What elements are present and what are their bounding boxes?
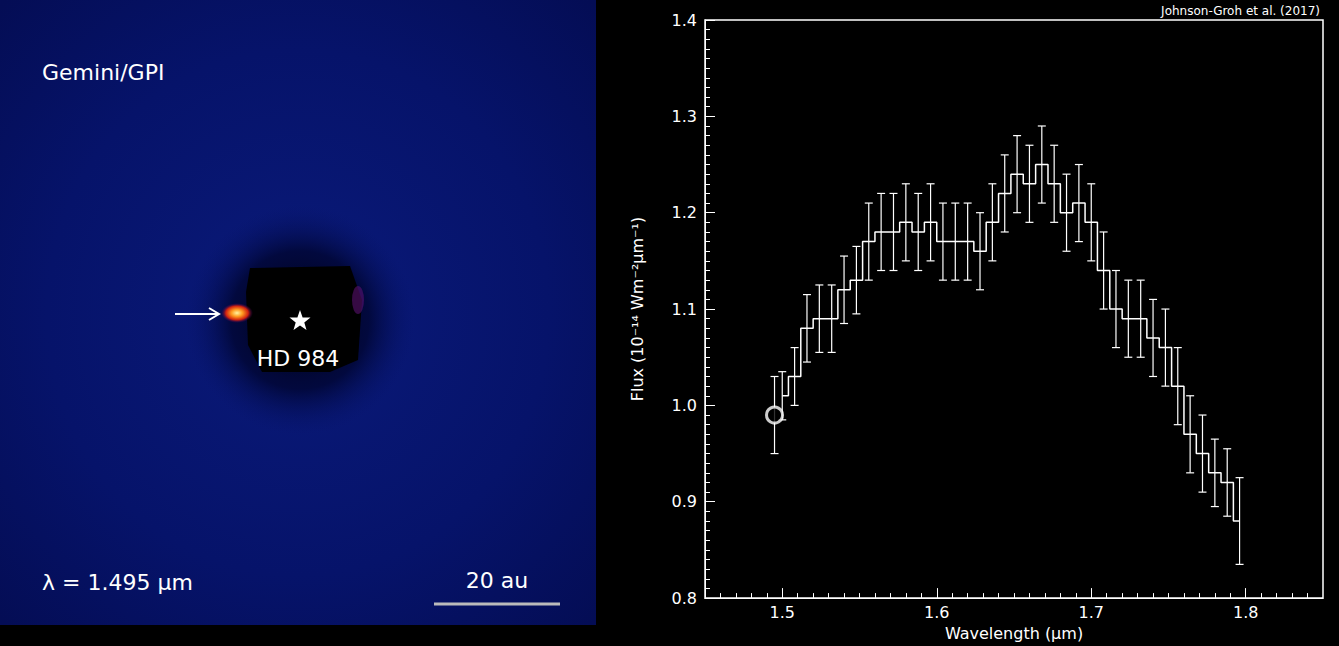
svg-text:1.1: 1.1 [672, 300, 697, 319]
svg-text:Johnson-Groh et al. (2017): Johnson-Groh et al. (2017) [1160, 4, 1320, 18]
svg-text:1.8: 1.8 [1233, 603, 1258, 622]
svg-text:Wavelength (μm): Wavelength (μm) [945, 624, 1083, 643]
svg-text:Flux (10⁻¹⁴ Wm⁻²μm⁻¹): Flux (10⁻¹⁴ Wm⁻²μm⁻¹) [628, 217, 647, 401]
svg-text:1.6: 1.6 [924, 603, 949, 622]
svg-text:1.2: 1.2 [672, 203, 697, 222]
svg-text:1.4: 1.4 [672, 11, 697, 30]
svg-text:0.9: 0.9 [672, 492, 697, 511]
svg-text:1.5: 1.5 [770, 603, 795, 622]
svg-text:Gemini/GPI: Gemini/GPI [42, 60, 164, 85]
svg-text:HD 984: HD 984 [257, 346, 339, 371]
svg-text:1.3: 1.3 [672, 107, 697, 126]
svg-text:1.7: 1.7 [1079, 603, 1104, 622]
svg-text:λ = 1.495 μm: λ = 1.495 μm [42, 570, 193, 595]
svg-text:0.8: 0.8 [672, 589, 697, 608]
svg-text:1.0: 1.0 [672, 396, 697, 415]
svg-text:20 au: 20 au [466, 568, 528, 593]
